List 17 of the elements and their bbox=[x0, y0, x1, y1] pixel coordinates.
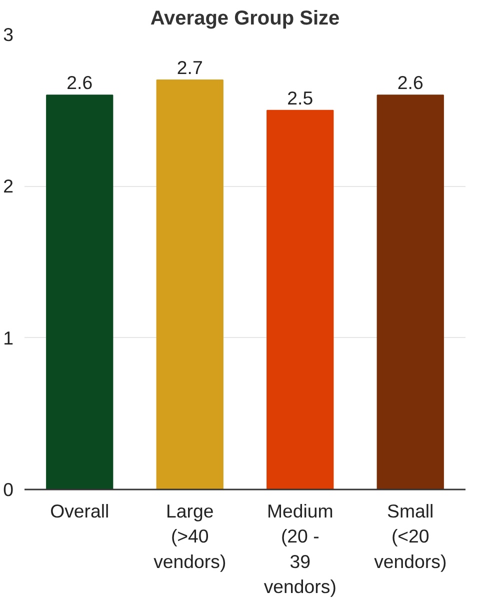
x-tick-label: Medium (20 - 39 vendors) bbox=[264, 500, 336, 598]
bar bbox=[376, 94, 444, 490]
data-label: 2.6 bbox=[397, 72, 424, 94]
data-label: 2.5 bbox=[287, 87, 314, 108]
bar bbox=[46, 94, 114, 490]
y-tick-label: 1 bbox=[3, 327, 14, 348]
y-tick-label: 2 bbox=[3, 176, 14, 197]
y-tick-label: 3 bbox=[3, 24, 14, 45]
bar bbox=[266, 110, 334, 490]
x-tick-label: Small (<20 vendors) bbox=[374, 500, 447, 572]
y-tick-label: 0 bbox=[3, 479, 14, 500]
x-tick-label: Overall bbox=[50, 500, 110, 522]
chart-title: Average Group Size bbox=[150, 8, 340, 30]
data-label: 2.6 bbox=[66, 72, 93, 94]
data-label: 2.7 bbox=[176, 57, 203, 78]
bar bbox=[156, 80, 224, 490]
x-tick-label: Large (>40 vendors) bbox=[154, 500, 226, 572]
